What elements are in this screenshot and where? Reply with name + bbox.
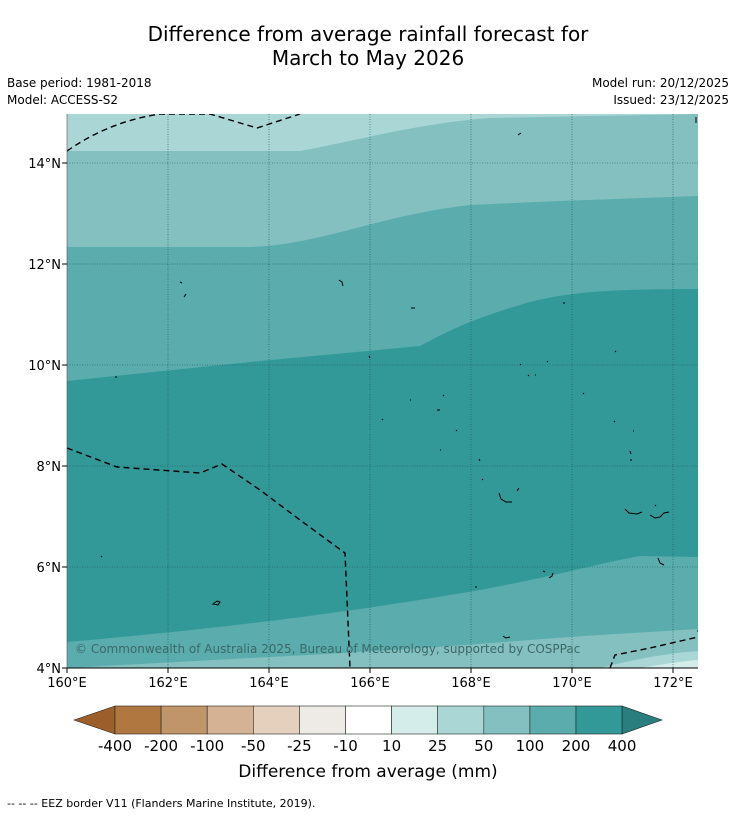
- colorbar-tick-label: -25: [287, 737, 312, 755]
- metadata-left: Base period: 1981-2018 Model: ACCESS-S2: [7, 75, 152, 109]
- eez-border-southeast: [609, 636, 698, 668]
- lon-label-164e: 164°E: [249, 676, 289, 691]
- colorbar-tick-labels: -400 -200 -100 -50 -25 -10 10 25 50 100 200 400: [98, 737, 636, 755]
- colorbar-tick-label: -10: [333, 737, 358, 755]
- latitude-ticks: [62, 162, 67, 669]
- copyright-notice: © Commonwealth of Australia 2025, Bureau…: [75, 642, 580, 656]
- lat-label-12n: 12°N: [28, 258, 61, 273]
- band-50-100-south: [67, 629, 698, 668]
- colorbar-tick-label: 100: [516, 737, 545, 755]
- colorbar-swatch: [114, 705, 162, 735]
- colorbar-swatch: [575, 705, 623, 735]
- eez-border-central: [67, 447, 351, 668]
- longitude-labels: 160°E 162°E 164°E 166°E 168°E 170°E 172°…: [47, 676, 693, 691]
- lat-label-8n: 8°N: [37, 460, 62, 475]
- band-10-25-south: [640, 660, 698, 668]
- colorbar-label: Difference from average (mm): [238, 762, 498, 782]
- colorbar-tick-label: 50: [474, 737, 493, 755]
- colorbar-tick-label: -100: [190, 737, 224, 755]
- band-200-400: [67, 289, 698, 642]
- eez-border-north: [67, 114, 301, 152]
- colorbar-tick-label: -400: [98, 737, 132, 755]
- eez-borders: [67, 114, 698, 668]
- colorbar-swatch: [345, 705, 392, 735]
- colorbar-swatch: [160, 705, 208, 735]
- latitude-labels: 4°N 6°N 8°N 10°N 12°N 14°N: [28, 157, 61, 677]
- colorbar-swatch: [391, 705, 439, 735]
- colorbar-swatch: [206, 705, 254, 735]
- colorbar-tick-label: 10: [382, 737, 401, 755]
- colorbar-tick-label: -200: [144, 737, 178, 755]
- issued-date: Issued: 23/12/2025: [613, 93, 729, 107]
- lon-label-172e: 172°E: [653, 676, 693, 691]
- metadata-right: Model run: 20/12/2025 Issued: 23/12/2025: [592, 75, 729, 109]
- colorbar-swatch-below-min: [73, 705, 116, 735]
- colorbar-swatch: [437, 705, 485, 735]
- colorbar-tick-label: 200: [562, 737, 591, 755]
- colorbar-swatch: [529, 705, 577, 735]
- rainfall-bands: [67, 114, 698, 668]
- model-name: Model: ACCESS-S2: [7, 93, 119, 107]
- lon-label-170e: 170°E: [552, 676, 592, 691]
- colorbar-tick-label: 25: [428, 737, 447, 755]
- lat-label-14n: 14°N: [28, 157, 61, 172]
- colorbar: -400 -200 -100 -50 -25 -10 10 25 50 100 200 400: [73, 705, 663, 755]
- map-frame: [66, 114, 698, 669]
- colorbar-tick-label: 400: [608, 737, 637, 755]
- lat-label-4n: 4°N: [37, 662, 62, 677]
- rainfall-map: © Commonwealth of Australia 2025, Bureau…: [28, 114, 698, 691]
- title-line-1: Difference from average rainfall forecas…: [147, 22, 589, 46]
- title-line-2: March to May 2026: [271, 46, 465, 70]
- colorbar-swatch: [299, 705, 346, 735]
- colorbar-tick-label: -50: [241, 737, 266, 755]
- graticule: [67, 114, 698, 668]
- lat-label-10n: 10°N: [28, 359, 61, 374]
- lon-label-160e: 160°E: [47, 676, 87, 691]
- map-title: Difference from average rainfall forecas…: [0, 22, 736, 70]
- base-period: Base period: 1981-2018: [7, 76, 152, 90]
- colorbar-swatches: [73, 705, 663, 735]
- colorbar-swatch: [253, 705, 300, 735]
- lat-label-6n: 6°N: [37, 561, 62, 576]
- islands: [100, 117, 698, 639]
- lon-label-166e: 166°E: [350, 676, 390, 691]
- longitude-ticks: [66, 668, 674, 673]
- lon-label-162e: 162°E: [148, 676, 188, 691]
- model-run: Model run: 20/12/2025: [591, 76, 729, 90]
- eez-border-footnote: -- -- -- EEZ border V11 (Flanders Marine…: [7, 797, 316, 810]
- lon-label-168e: 168°E: [451, 676, 491, 691]
- colorbar-swatch: [483, 705, 531, 735]
- colorbar-swatch-above-max: [621, 705, 663, 735]
